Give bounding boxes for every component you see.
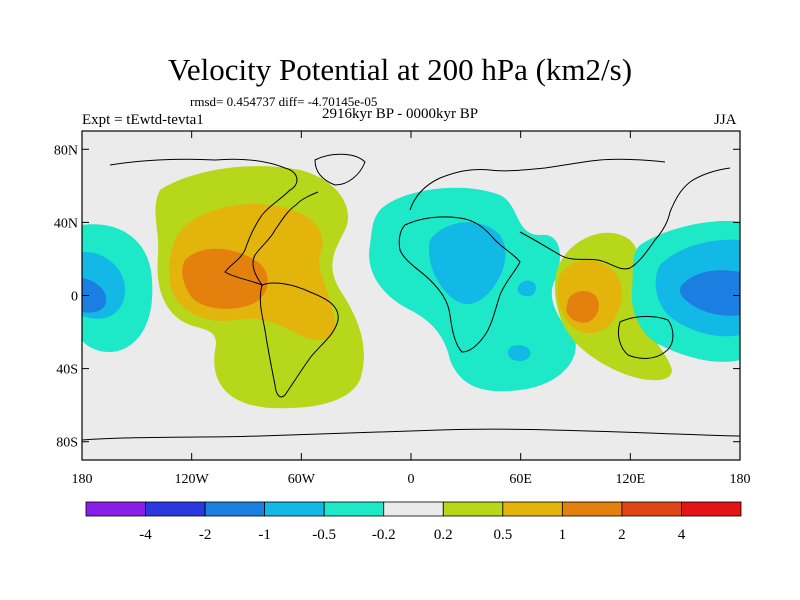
period-label: 2916kyr BP - 0000kyr BP [322,106,479,122]
neg2-spot-arabian-sea [517,280,536,297]
coast-asia [519,167,731,270]
colorbar-label: -2 [199,527,212,543]
neg3-region-east-pacific [82,278,107,313]
lon-tick-label: 60E [509,472,532,487]
colorbar-swatch [85,501,146,517]
colorbar-swatch [204,501,266,517]
coast-europe [409,158,666,211]
lat-tick-label: 80N [54,143,78,158]
colorbar-swatch [621,501,682,517]
lat-tick-label: 40N [54,216,78,231]
lon-tick-label: 180 [72,472,93,487]
pos3-region-indian-ocean [566,291,599,323]
coast-africa [398,216,521,353]
colorbar-swatch [145,501,206,517]
coast-greenland [314,153,366,186]
colorbar-label: 0.5 [493,527,512,543]
coast-north-america [109,158,319,287]
neg3-region-west-pacific [680,270,740,316]
longitude-axis: 180 120W 60W 0 60E 120E 180 [72,131,751,487]
neg2-spot-indian-ocean [508,345,531,362]
coast-australia [617,316,674,359]
colorbar: -4 -2 -1 -0.5 -0.2 0.2 0.5 1 2 4 [85,501,742,543]
colorbar-label: -0.2 [372,527,396,543]
coast-antarctica [82,428,740,441]
lon-tick-label: 120E [616,472,646,487]
coastlines [82,153,740,441]
colorbar-swatch [323,501,385,517]
colorbar-swatch [561,501,623,517]
lat-tick-label: 40S [56,363,78,378]
field-shading [82,166,740,409]
colorbar-swatch [681,501,742,517]
latitude-axis: 80N 40N 0 40S 80S [54,143,740,451]
colorbar-swatch [264,501,325,517]
coast-south-america [259,282,339,398]
colorbar-swatch [442,501,504,517]
colorbar-swatch [502,501,563,517]
colorbar-label: 1 [559,527,567,543]
season-label: JJA [714,112,737,128]
lon-tick-label: 180 [730,472,751,487]
rmsd-subtitle: rmsd= 0.454737 diff= -4.70145e-05 [190,94,378,109]
neg2-region-africa [429,222,506,305]
colorbar-label: -1 [258,527,271,543]
map-plot [81,130,741,461]
colorbar-label: -0.5 [312,527,336,543]
plot-title: Velocity Potential at 200 hPa (km2/s) [167,52,633,87]
pos3-region-americas [182,248,268,309]
lat-tick-label: 80S [56,436,78,451]
lon-tick-label: 0 [408,472,415,487]
colorbar-label: -4 [139,527,152,543]
lon-tick-label: 120W [175,472,210,487]
colorbar-label: 4 [678,527,686,543]
experiment-label: Expt = tEwtd-tevta1 [82,112,204,128]
colorbar-label: 2 [618,527,626,543]
colorbar-label: 0.2 [434,527,453,543]
lon-tick-label: 60W [288,472,316,487]
lat-tick-label: 0 [71,290,78,305]
colorbar-swatch [383,501,444,517]
